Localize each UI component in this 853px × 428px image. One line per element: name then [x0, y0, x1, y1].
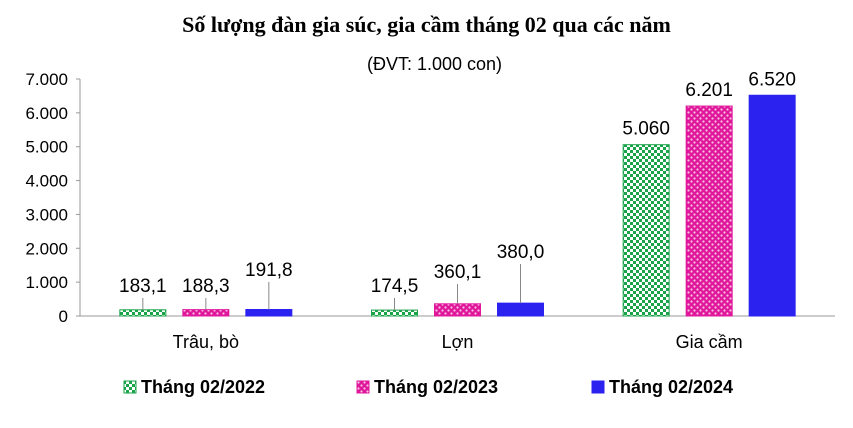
bar-3-2: [497, 302, 544, 317]
y-tick-label: 6.000: [25, 104, 68, 123]
bar-2-1: [182, 309, 230, 317]
chart-title: Số lượng đàn gia súc, gia cầm tháng 02 q…: [182, 12, 671, 37]
data-label: 191,8: [245, 260, 293, 281]
data-label: 6.520: [748, 69, 796, 90]
legend-swatch: [591, 380, 605, 394]
data-label: 6.201: [685, 80, 733, 101]
chart-subtitle: (ĐVT: 1.000 con): [366, 54, 503, 74]
legend-label: Tháng 02/2022: [141, 377, 265, 397]
bar-3-1: [245, 309, 293, 317]
data-label: 5.060: [622, 119, 670, 140]
data-label: 183,1: [119, 276, 167, 297]
legend-swatch: [123, 380, 137, 394]
data-label: 188,3: [182, 276, 230, 297]
bar-2-3: [685, 105, 733, 317]
y-tick-label: 2.000: [25, 239, 68, 258]
y-tick-label: 3.000: [25, 205, 68, 224]
y-tick-label: 5.000: [25, 138, 68, 157]
legend-swatch: [356, 380, 370, 394]
x-category-label: Lợn: [442, 332, 474, 352]
bar-3-3: [748, 94, 796, 317]
x-category-label: Gia cầm: [676, 332, 743, 352]
bar-1-3: [622, 144, 670, 317]
y-tick-label: 7.000: [25, 70, 68, 89]
y-tick-label: 1.000: [25, 273, 68, 292]
y-tick-label: 4.000: [25, 172, 68, 191]
bar-1-1: [119, 309, 167, 317]
bar-2-2: [434, 303, 481, 317]
data-label: 360,1: [434, 262, 482, 283]
legend-label: Tháng 02/2024: [609, 377, 733, 397]
y-tick-label: 0: [59, 307, 68, 326]
x-category-label: Trâu, bò: [173, 332, 239, 352]
bar-1-2: [371, 309, 418, 317]
legend-label: Tháng 02/2023: [374, 377, 498, 397]
data-label: 380,0: [497, 242, 545, 263]
data-label: 174,5: [371, 276, 419, 297]
